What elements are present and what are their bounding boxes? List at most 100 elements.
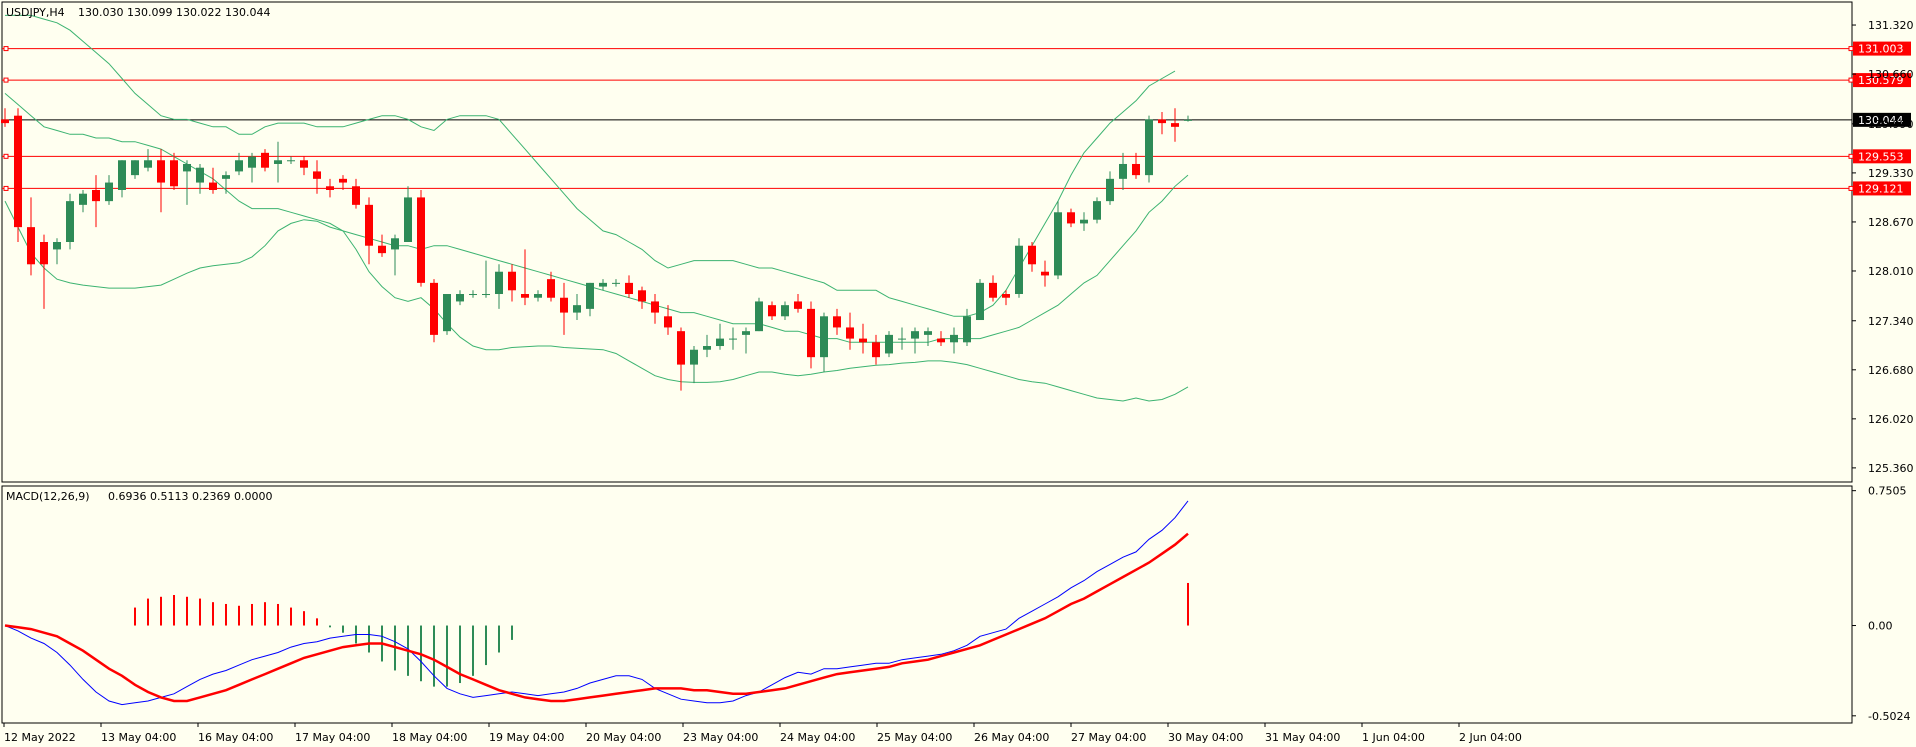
candle[interactable] [287, 156, 295, 164]
candle[interactable] [521, 249, 529, 306]
candle[interactable] [924, 327, 932, 347]
candle[interactable] [638, 286, 646, 309]
candle[interactable] [508, 264, 516, 302]
candle[interactable] [846, 312, 854, 350]
level-handle-right[interactable] [1848, 185, 1854, 191]
candle[interactable] [14, 108, 22, 242]
candle[interactable] [300, 156, 308, 176]
candle[interactable] [989, 275, 997, 302]
candle[interactable] [742, 327, 750, 354]
candle[interactable] [820, 312, 828, 373]
candle[interactable] [937, 331, 945, 347]
candle[interactable] [1067, 208, 1075, 228]
candle[interactable] [326, 178, 334, 198]
candle[interactable] [781, 301, 789, 321]
candle[interactable] [365, 197, 373, 265]
candle[interactable] [1171, 108, 1179, 142]
candle[interactable] [794, 294, 802, 313]
candle[interactable] [534, 290, 542, 302]
candle[interactable] [443, 294, 451, 335]
candle[interactable] [898, 327, 906, 350]
level-handle-left[interactable] [3, 77, 9, 83]
candle[interactable] [911, 327, 919, 354]
level-handle-left[interactable] [3, 185, 9, 191]
candle[interactable] [560, 282, 568, 335]
candle[interactable] [430, 279, 438, 343]
candle[interactable] [352, 178, 360, 209]
candle[interactable] [1054, 201, 1062, 280]
candle[interactable] [950, 327, 958, 354]
candle[interactable] [222, 171, 230, 194]
level-handle-left[interactable] [3, 46, 9, 52]
candle[interactable] [313, 160, 321, 194]
candle[interactable] [417, 189, 425, 287]
level-handle-right[interactable] [1848, 77, 1854, 83]
candle[interactable] [1, 108, 9, 127]
candle[interactable] [807, 301, 815, 369]
candle[interactable] [339, 175, 347, 190]
candle[interactable] [859, 323, 867, 354]
candle[interactable] [66, 193, 74, 250]
candle[interactable] [261, 149, 269, 172]
candle[interactable] [209, 167, 217, 194]
candle[interactable] [716, 323, 724, 350]
candle[interactable] [1093, 197, 1101, 224]
candle[interactable] [586, 282, 594, 317]
candle[interactable] [274, 141, 282, 183]
candle[interactable] [118, 160, 126, 198]
candle[interactable] [1041, 260, 1049, 287]
candle[interactable] [469, 290, 477, 298]
candle[interactable] [183, 160, 191, 205]
candle[interactable] [599, 279, 607, 291]
level-handle-right[interactable] [1848, 153, 1854, 159]
candle[interactable] [105, 175, 113, 205]
candle[interactable] [833, 308, 841, 335]
candle[interactable] [404, 186, 412, 242]
candle[interactable] [1119, 152, 1127, 190]
candle[interactable] [625, 275, 633, 298]
candle[interactable] [1015, 238, 1023, 298]
candle[interactable] [885, 331, 893, 358]
candle[interactable] [768, 301, 776, 321]
candle[interactable] [963, 308, 971, 347]
candle[interactable] [1145, 115, 1153, 183]
candle[interactable] [391, 234, 399, 276]
candle[interactable] [378, 234, 386, 257]
candle[interactable] [170, 152, 178, 190]
candle[interactable] [690, 346, 698, 384]
candle[interactable] [573, 294, 581, 321]
candle[interactable] [547, 271, 555, 302]
candle[interactable] [92, 175, 100, 228]
candle[interactable] [976, 279, 984, 321]
candle[interactable] [27, 197, 35, 276]
candle[interactable] [482, 260, 490, 298]
candle[interactable] [872, 334, 880, 365]
candle[interactable] [235, 152, 243, 176]
candle[interactable] [456, 290, 464, 306]
candle[interactable] [131, 160, 139, 179]
candle[interactable] [1106, 171, 1114, 205]
candle[interactable] [1028, 242, 1036, 272]
candle[interactable] [1080, 212, 1088, 231]
candle[interactable] [53, 238, 61, 265]
candle[interactable] [495, 264, 503, 309]
candle[interactable] [248, 152, 256, 183]
candle[interactable] [703, 334, 711, 358]
candle[interactable] [677, 327, 685, 391]
candle[interactable] [144, 149, 152, 172]
candle[interactable] [755, 297, 763, 332]
level-handle-right[interactable] [1848, 46, 1854, 52]
candle[interactable] [196, 163, 204, 194]
level-handle-left[interactable] [3, 153, 9, 159]
candle[interactable] [1158, 111, 1166, 135]
candle[interactable] [79, 189, 87, 213]
candle[interactable] [157, 149, 165, 213]
candle[interactable] [612, 279, 620, 287]
candle[interactable] [1002, 290, 1010, 306]
candle[interactable] [1184, 115, 1192, 122]
candle[interactable] [651, 294, 659, 324]
candle[interactable] [1132, 152, 1140, 179]
candle[interactable] [664, 305, 672, 335]
candle[interactable] [40, 234, 48, 309]
